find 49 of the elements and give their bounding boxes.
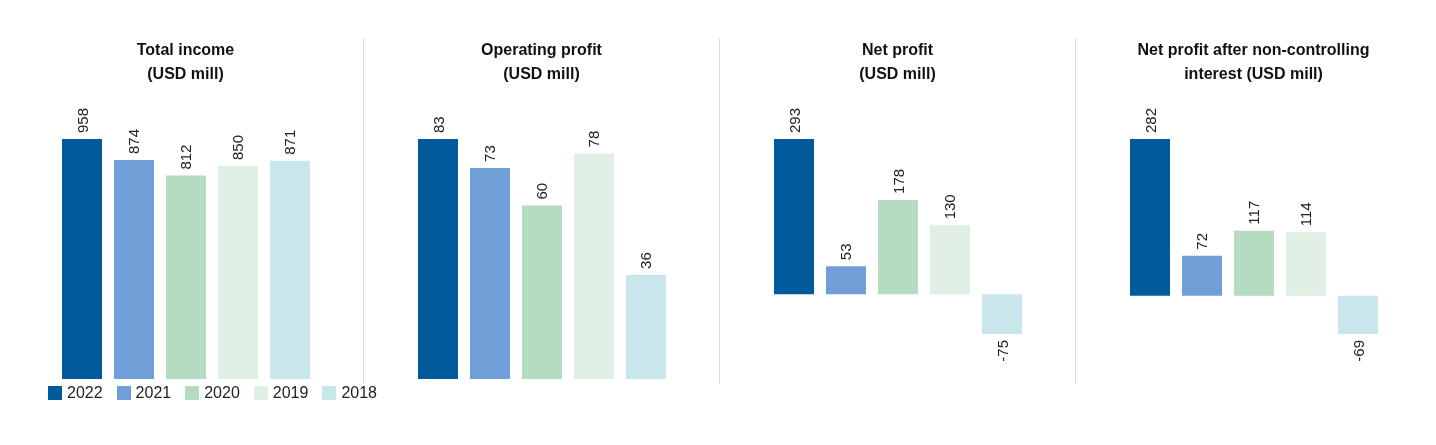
- bar: [1338, 295, 1378, 334]
- bar: [1182, 255, 1222, 296]
- bar: [218, 166, 258, 379]
- bar: [1286, 232, 1326, 296]
- chart-title: Total income (USD mill): [135, 40, 236, 84]
- bar: [1130, 139, 1170, 296]
- data-label: 812: [177, 144, 195, 170]
- bar: [774, 139, 814, 295]
- bar: [418, 139, 458, 379]
- bar: [62, 139, 102, 379]
- data-label: 83: [429, 116, 447, 133]
- data-label: 72: [1193, 232, 1211, 250]
- data-label: 874: [125, 129, 143, 155]
- data-label: 282: [1141, 107, 1159, 133]
- legend-label: 2021: [135, 384, 172, 402]
- bar: [982, 294, 1022, 334]
- data-label: 871: [281, 129, 299, 155]
- data-label: 130: [941, 194, 959, 220]
- chart-title: Net profit (USD mill): [858, 40, 937, 84]
- legend-label: 2018: [341, 384, 377, 402]
- legend-label: 2022: [67, 384, 103, 402]
- data-label: 53: [837, 243, 855, 261]
- data-label: 114: [1297, 202, 1315, 227]
- data-label: 958: [73, 107, 91, 133]
- data-label: 293: [785, 107, 803, 133]
- data-label: 178: [889, 168, 907, 194]
- data-label: -69: [1349, 340, 1367, 362]
- data-label: -75: [993, 340, 1011, 362]
- legend-label: 2020: [204, 384, 240, 402]
- data-label: 850: [229, 135, 247, 161]
- bar: [878, 199, 918, 295]
- bar: [114, 160, 154, 379]
- legend-label: 2019: [272, 384, 309, 402]
- bar: [470, 167, 510, 379]
- bar: [166, 175, 206, 379]
- data-label: 117: [1245, 200, 1263, 225]
- data-label: 36: [637, 252, 655, 269]
- chart-title: Net profit after non-controlling interest (USD mill): [1136, 40, 1371, 84]
- data-label: 73: [481, 145, 499, 162]
- data-label: 78: [585, 130, 603, 148]
- bar: [930, 225, 970, 295]
- bar: [826, 266, 866, 295]
- bar: [270, 160, 310, 379]
- bar: [574, 153, 614, 379]
- chart-title: Operating profit (USD mill): [480, 40, 603, 84]
- bar: [1234, 230, 1274, 296]
- bar: [626, 274, 666, 379]
- bar: [522, 205, 562, 379]
- data-label: 60: [533, 182, 551, 200]
